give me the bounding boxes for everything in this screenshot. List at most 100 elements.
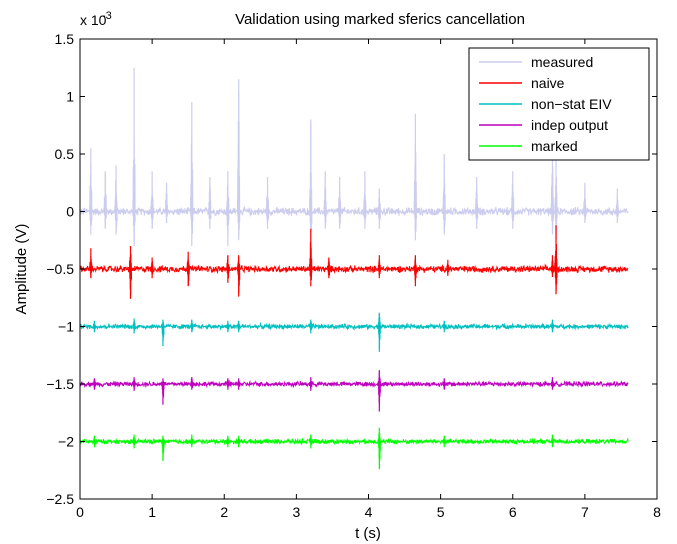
series-burst-1: [337, 191, 342, 226]
y-exponent-power: -3: [102, 10, 112, 22]
series-burst-5: [550, 434, 554, 445]
plot-area: 0 1 2 3 4 5 6 7 8 −2.5 −2 −1.5 −1 −0.5 0 0.5 1 1.5: [46, 31, 661, 520]
chart-title: Validation using marked sferics cancella…: [235, 11, 525, 28]
series-burst-5: [226, 435, 230, 446]
series-burst-1: [554, 177, 558, 239]
series-burst-1: [236, 90, 241, 236]
y-tick-label: 1.5: [55, 31, 75, 47]
series-burst-5: [442, 436, 446, 446]
legend: measured naive non−stat EIV indep output mar…: [468, 47, 650, 161]
x-tick-label: 5: [437, 504, 445, 520]
y-tick-label: −1: [58, 319, 74, 335]
series-burst-1: [323, 186, 327, 226]
legend-label: non−stat EIV: [531, 96, 612, 112]
series-burst-4: [236, 380, 241, 388]
y-tick-label: 1: [66, 89, 74, 105]
series-burst-4: [226, 378, 230, 389]
series-line-4: [79, 379, 629, 389]
series-burst-4: [161, 380, 165, 399]
legend-label: indep output: [531, 117, 608, 133]
series-line-1: [79, 205, 629, 218]
series-burst-3: [550, 322, 554, 332]
series-burst-1: [132, 137, 136, 244]
series-burst-3: [309, 321, 313, 331]
y-tick-label: −2: [58, 434, 74, 450]
y-tick-label: 0: [66, 204, 74, 220]
legend-label: marked: [531, 138, 578, 154]
series-burst-3: [190, 320, 194, 332]
x-axis-label: t (s): [355, 525, 381, 542]
series-burst-2: [150, 260, 154, 275]
series-burst-2: [413, 256, 417, 282]
legend-items: measured naive non−stat EIV indep output mar…: [479, 54, 612, 154]
series-burst-2: [128, 253, 133, 296]
series-burst-4: [550, 379, 554, 389]
series-burst-5: [132, 437, 136, 446]
x-tick-label: 0: [76, 504, 84, 520]
series-burst-1: [510, 183, 515, 222]
x-tick-label: 6: [509, 504, 517, 520]
series-burst-3: [377, 313, 381, 348]
series-burst-1: [114, 179, 118, 232]
series-burst-2: [446, 263, 450, 274]
y-axis-ticks: −2.5 −2 −1.5 −1 −0.5 0 0.5 1 1.5: [46, 31, 657, 507]
series-burst-3: [161, 321, 165, 341]
series-burst-1: [413, 143, 417, 232]
series-burst-1: [190, 134, 194, 235]
y-tick-label: −1.5: [46, 376, 74, 392]
series-burst-1: [226, 185, 230, 235]
series-burst-4: [132, 379, 136, 390]
series-burst-2: [309, 242, 313, 281]
series-burst-4: [309, 378, 313, 390]
series-burst-1: [583, 185, 587, 220]
series-burst-1: [363, 172, 367, 225]
x-axis-ticks: 0 1 2 3 4 5 6 7 8: [76, 39, 661, 520]
series-burst-2: [327, 259, 331, 277]
series-burst-4: [92, 378, 97, 390]
y-tick-label: 0.5: [55, 146, 75, 162]
series-burst-1: [377, 197, 381, 222]
x-tick-label: 3: [292, 504, 300, 520]
series-burst-1: [208, 182, 212, 225]
y-axis-label: Amplitude (V): [13, 224, 30, 315]
series-burst-5: [236, 437, 241, 447]
series-burst-3: [236, 321, 241, 331]
series-burst-2: [186, 257, 190, 286]
x-tick-label: 7: [581, 504, 589, 520]
series-burst-5: [161, 436, 165, 460]
series-burst-3: [132, 320, 136, 332]
series-burst-1: [150, 187, 154, 228]
series-burst-2: [226, 255, 230, 279]
series-burst-1: [615, 196, 619, 218]
legend-label: naive: [531, 75, 565, 91]
series-burst-1: [474, 187, 479, 224]
x-tick-label: 2: [220, 504, 228, 520]
series-line-2: [79, 263, 629, 275]
series-burst-2: [554, 243, 558, 291]
series-burst-2: [89, 256, 93, 278]
series-burst-1: [265, 184, 270, 224]
y-exponent: x 10 -3: [80, 10, 112, 28]
series-burst-1: [550, 166, 554, 234]
y-tick-label: −2.5: [46, 491, 74, 507]
series-burst-5: [190, 436, 194, 446]
series-burst-5: [377, 432, 381, 469]
series-burst-1: [164, 192, 169, 218]
series-burst-1: [89, 165, 93, 226]
series-line-5: [79, 437, 629, 446]
series-burst-2: [550, 258, 554, 275]
series-line-3: [79, 321, 629, 331]
series-burst-5: [309, 434, 313, 446]
series-burst-1: [442, 163, 446, 231]
y-exponent-base: x 10: [80, 12, 107, 28]
series-burst-3: [442, 320, 446, 330]
series-group: [79, 67, 629, 470]
legend-label: measured: [531, 54, 593, 70]
series-burst-3: [226, 322, 230, 332]
x-tick-label: 1: [148, 504, 156, 520]
series-burst-5: [92, 437, 97, 448]
x-tick-label: 8: [653, 504, 661, 520]
series-burst-1: [103, 174, 107, 227]
series-burst-4: [190, 377, 194, 388]
